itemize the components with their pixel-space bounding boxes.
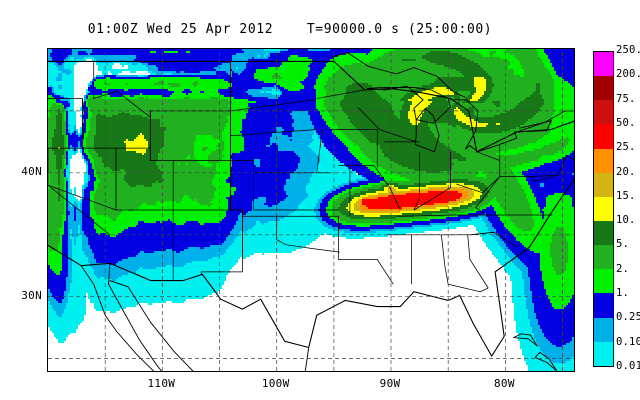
mexico-east-coast (304, 347, 310, 371)
lake-superior-michigan (366, 85, 452, 124)
colorbar-tick-6: 15. (616, 189, 636, 202)
colorbar-tick-labels: 250. 200. 75. 50. 25. 20. 15. 10. 5. 2. 1. 0.25 0.10… (616, 44, 640, 374)
state-boundary-46 (316, 129, 323, 173)
state-boundary-31 (387, 231, 495, 236)
state-boundary-40 (557, 154, 574, 176)
map-boundaries-overlay (48, 49, 574, 371)
colorbar-band-6 (594, 196, 613, 221)
colorbar-band-12 (594, 341, 613, 366)
canada-quebec-border (516, 110, 574, 133)
state-boundary-36 (448, 283, 489, 293)
colorbar-tick-8: 5. (616, 238, 630, 251)
state-boundary-35 (467, 234, 489, 289)
colorbar-tick-4: 25. (616, 141, 636, 154)
colorbar-tick-9: 2. (616, 262, 630, 275)
y-tick-label-30N: 30N (21, 288, 42, 302)
colorbar-band-9 (594, 269, 613, 294)
state-boundary-6 (149, 110, 254, 161)
colorbar (593, 51, 614, 367)
colorbar-tick-13: 0.01 (616, 360, 640, 372)
lake-michigan (414, 107, 440, 153)
figure-title: 01:00Z Wed 25 Apr 2012 T=90000.0 s (25:0… (87, 22, 493, 37)
state-boundary-18 (338, 216, 394, 285)
state-boundary-28 (499, 144, 559, 177)
state-boundary-19 (338, 165, 391, 188)
colorbar-band-5 (594, 172, 613, 197)
state-boundary-13 (230, 129, 317, 137)
colorbar-band-4 (594, 148, 613, 173)
state-boundary-12 (230, 99, 316, 112)
y-tick-label-40N: 40N (21, 164, 42, 178)
state-boundary-16 (276, 216, 340, 253)
colorbar-tick-1: 200. (616, 68, 640, 81)
colorbar-band-0 (594, 52, 613, 77)
andros-island (534, 351, 558, 371)
state-boundary-10 (173, 209, 339, 217)
colorbar-band-8 (594, 245, 613, 270)
state-boundary-4 (115, 148, 174, 281)
state-boundary-1 (48, 147, 151, 161)
state-boundary-3 (48, 148, 110, 236)
colorbar-tick-0: 250. (616, 44, 640, 56)
colorbar-tick-12: 0.10 (616, 335, 640, 348)
colorbar-band-11 (594, 317, 613, 342)
state-boundary-48 (389, 187, 401, 211)
x-tick-label-100W: 100W (261, 377, 290, 390)
state-boundary-34 (469, 231, 518, 248)
colorbar-tick-5: 20. (616, 165, 636, 178)
grand-bahama (513, 333, 538, 347)
x-tick-label-110W: 110W (147, 377, 176, 390)
x-tick-label-90W: 90W (379, 377, 401, 390)
state-boundary-22 (357, 106, 417, 143)
state-boundary-0 (48, 98, 84, 105)
map-plot-area (47, 48, 575, 372)
state-boundary-33 (441, 234, 449, 285)
colorbar-tick-10: 1. (616, 287, 630, 300)
colorbar-tick-3: 50. (616, 116, 636, 129)
state-boundary-30 (396, 214, 486, 217)
baja-california (80, 263, 163, 371)
state-boundary-5 (48, 184, 117, 211)
state-boundary-17 (200, 216, 243, 275)
colorbar-band-2 (594, 100, 613, 125)
state-boundary-39 (530, 176, 554, 182)
x-tick-label-80W: 80W (494, 377, 515, 390)
state-boundary-29 (456, 176, 500, 194)
state-boundary-38 (475, 176, 500, 216)
colorbar-band-10 (594, 293, 613, 318)
colorbar-tick-11: 0.25 (616, 311, 640, 324)
colorbar-band-3 (594, 124, 613, 149)
canada-ontario-shore (332, 52, 466, 98)
mexico-west-coast (109, 280, 194, 371)
colorbar-band-7 (594, 220, 613, 246)
colorbar-tick-2: 75. (616, 92, 636, 105)
state-boundary-26 (413, 187, 451, 211)
colorbar-band-1 (594, 76, 613, 101)
colorbar-tick-7: 10. (616, 214, 636, 227)
us-coastline (48, 60, 574, 358)
state-boundary-24 (413, 151, 420, 211)
state-boundary-21 (316, 89, 365, 99)
